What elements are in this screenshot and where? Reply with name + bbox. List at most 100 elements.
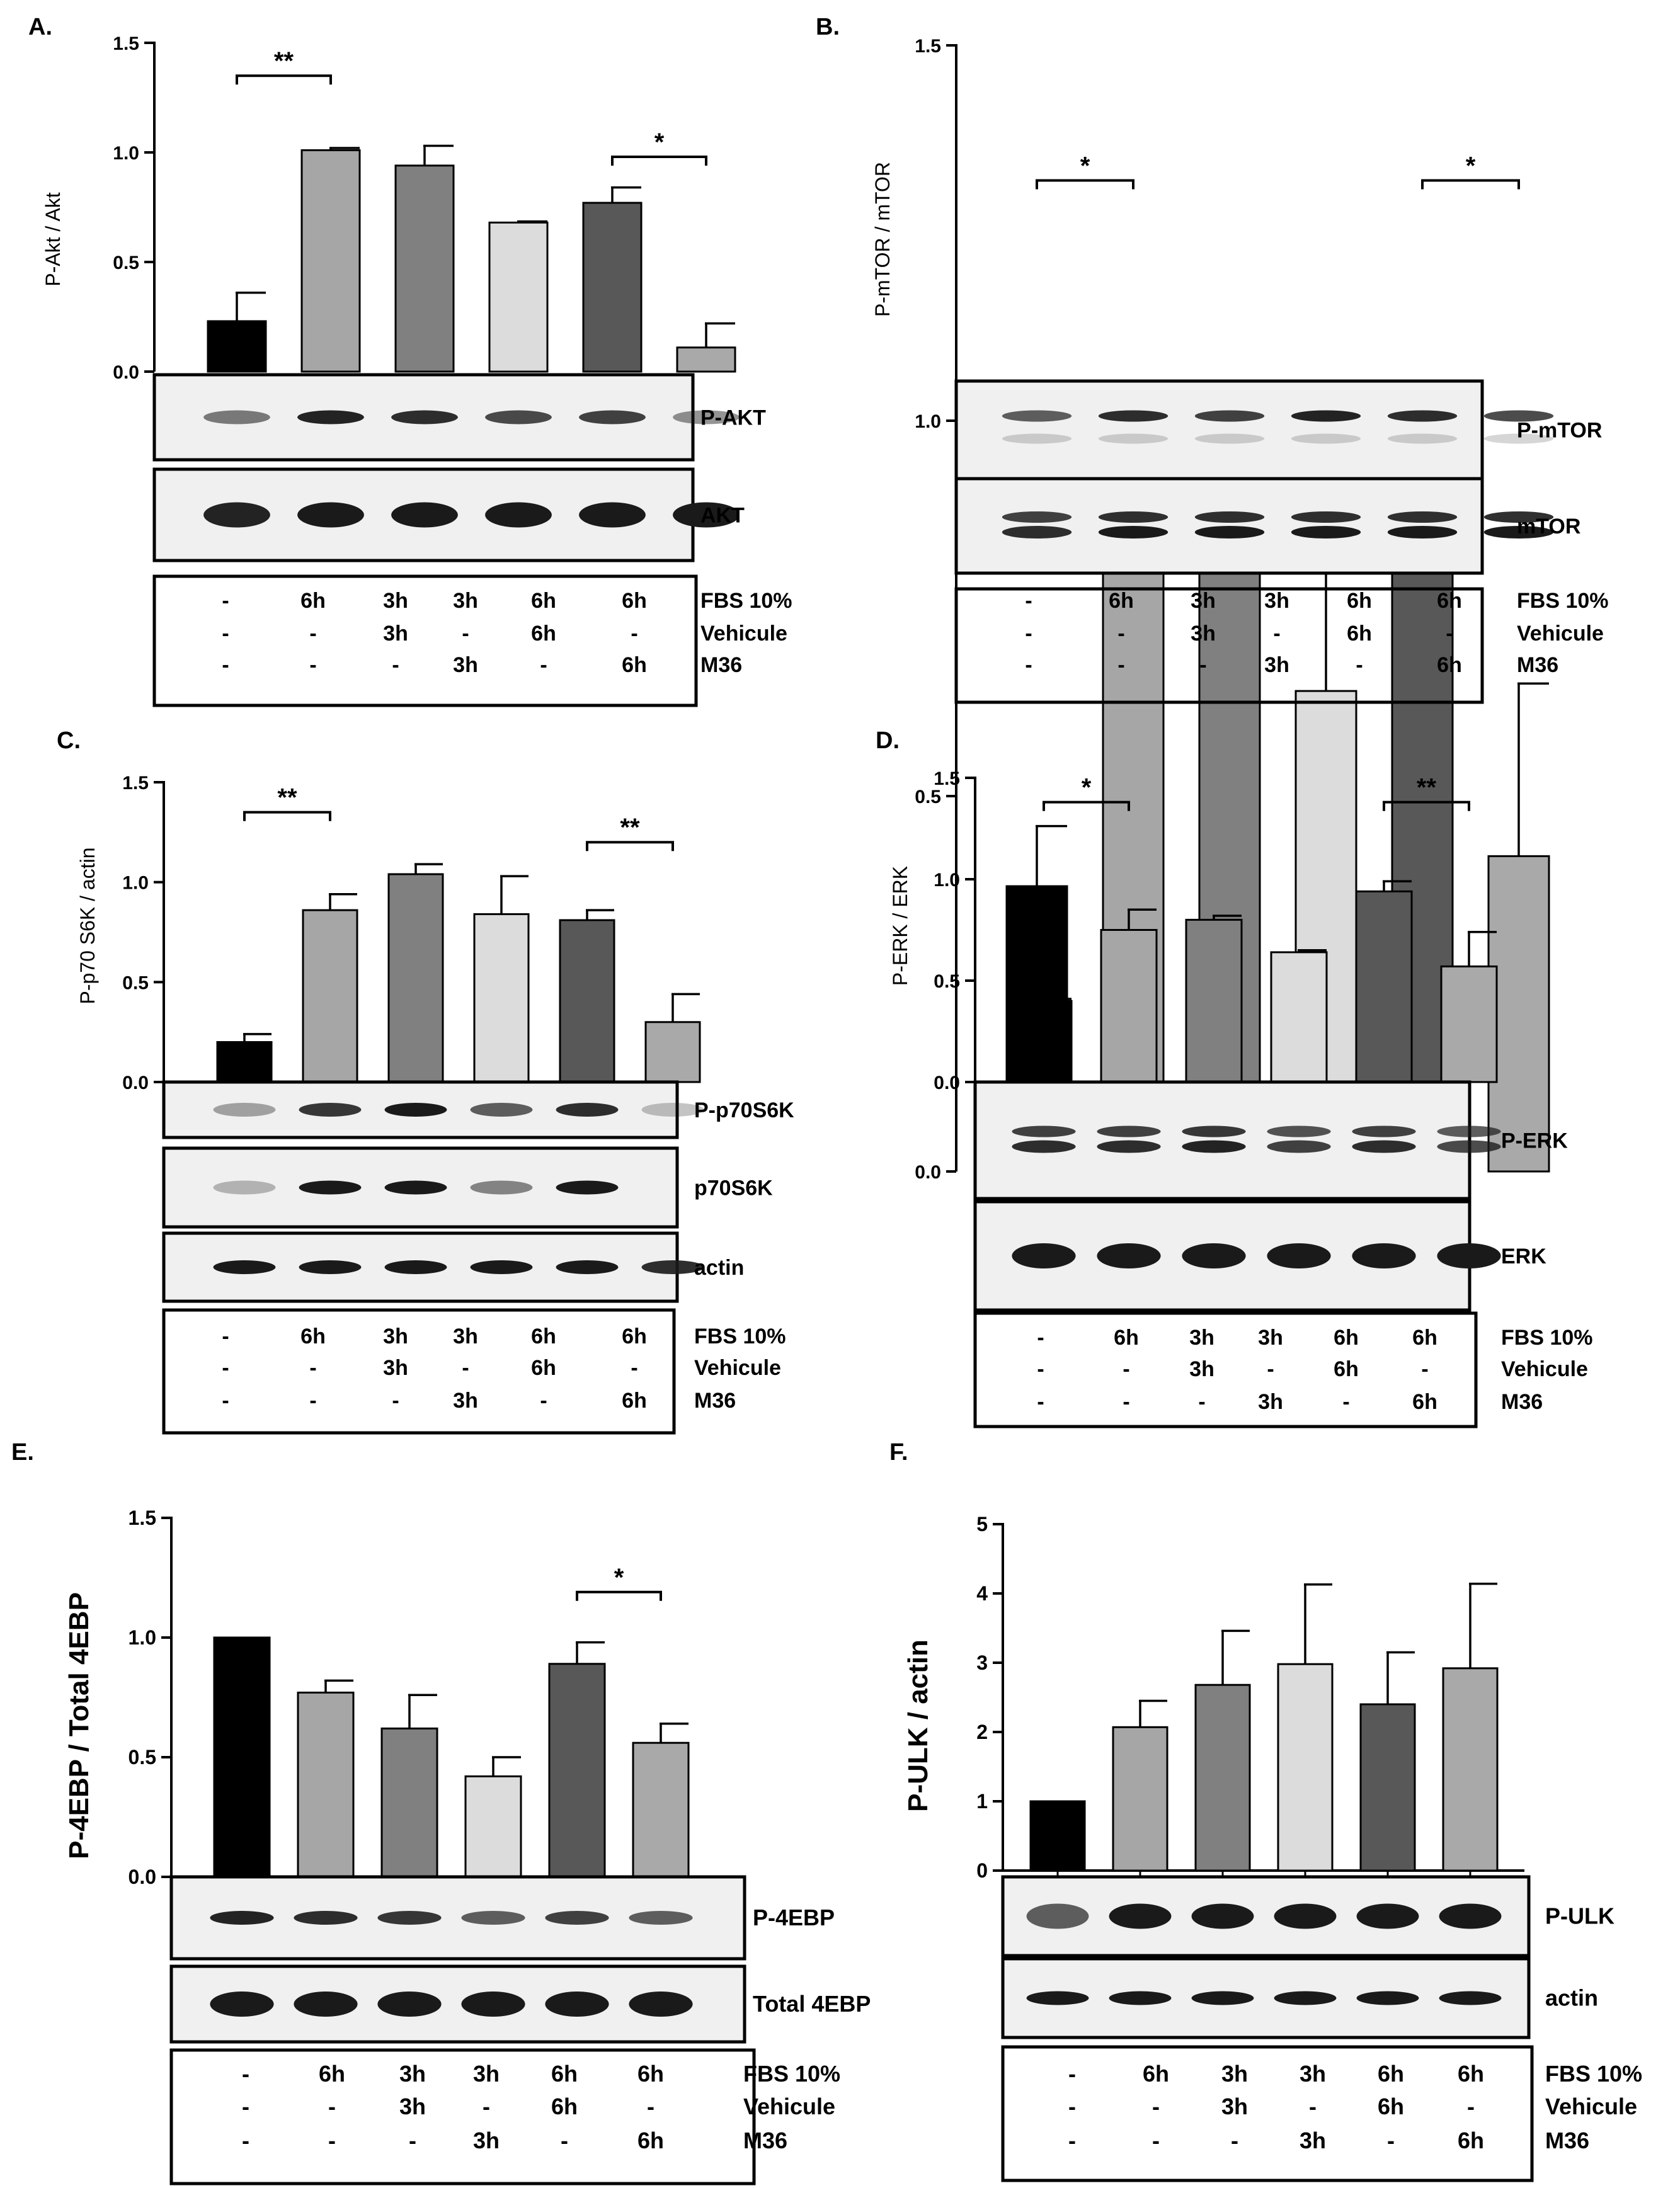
- blot-band: [1437, 1243, 1501, 1268]
- bar: [213, 1636, 271, 1878]
- blot-band: [1097, 1243, 1161, 1268]
- blot-band: [470, 1260, 533, 1274]
- condition-cell: -: [409, 2128, 416, 2153]
- blot-band: [391, 410, 458, 424]
- condition-cell: -: [1446, 622, 1453, 646]
- condition-cell: 6h: [622, 1389, 647, 1413]
- blot-band: [1352, 1125, 1416, 1137]
- significance-bracket: [1421, 179, 1520, 190]
- blot-frame: [152, 467, 695, 562]
- panel-letter: C.: [57, 727, 81, 754]
- y-axis-label: P-ULK / actin: [903, 1639, 934, 1812]
- significance-label: *: [654, 128, 665, 156]
- blot-band: [470, 1103, 533, 1117]
- condition-cell: -: [222, 1389, 229, 1413]
- y-tick-label: 0.0: [934, 1073, 960, 1093]
- condition-table-frame: [954, 587, 1484, 704]
- significance-label: *: [1082, 774, 1092, 802]
- condition-cell: -: [222, 1325, 229, 1348]
- blot-label: actin: [694, 1256, 744, 1280]
- bar: [1100, 929, 1158, 1083]
- blot-band: [1483, 526, 1554, 538]
- blot-frame: [162, 1231, 679, 1303]
- blot-band: [461, 1991, 525, 2017]
- blot-band: [1098, 410, 1169, 422]
- blot-label: P-ULK: [1545, 1903, 1614, 1929]
- y-axis-label: P-4EBP / Total 4EBP: [64, 1592, 94, 1859]
- blot-band: [1352, 1243, 1416, 1268]
- condition-cell: -: [328, 2094, 336, 2119]
- y-tick-label: 1.5: [113, 33, 139, 54]
- blot-band: [1291, 526, 1361, 538]
- condition-cell: 6h: [1412, 1326, 1437, 1350]
- bar: [582, 202, 643, 373]
- blot-band: [213, 1103, 276, 1117]
- blot-band: [1182, 1125, 1246, 1137]
- blot-label: p70S6K: [694, 1177, 773, 1200]
- blot-frame: [954, 477, 1484, 575]
- blot-band: [1097, 1125, 1161, 1137]
- condition-cell: -: [222, 589, 229, 613]
- bar: [644, 1021, 701, 1083]
- blot-label: P-mTOR: [1517, 419, 1602, 443]
- condition-cell: -: [309, 1389, 316, 1413]
- blot-band: [1437, 1125, 1501, 1137]
- bar: [1270, 951, 1328, 1083]
- bar: [559, 919, 615, 1083]
- condition-cell: 6h: [622, 1325, 647, 1348]
- condition-cell: 3h: [399, 2094, 426, 2119]
- y-tick-label: 0.5: [113, 253, 139, 273]
- condition-cell: 6h: [1143, 2061, 1169, 2087]
- blot-frame: [973, 1080, 1471, 1200]
- bar: [676, 346, 736, 373]
- condition-cell: -: [647, 2094, 654, 2119]
- blot-band: [213, 1260, 276, 1274]
- condition-cell: -: [1309, 2094, 1317, 2119]
- blot-band: [1437, 1140, 1501, 1153]
- blot-band: [1274, 1991, 1337, 2005]
- bar: [297, 1691, 355, 1878]
- blot-band: [1387, 410, 1458, 422]
- condition-cell: -: [483, 2094, 490, 2119]
- y-tick-label: 1.0: [113, 143, 139, 164]
- blot-band: [485, 410, 552, 424]
- significance-bracket: [243, 811, 331, 821]
- blot-band: [1002, 433, 1072, 444]
- condition-cell: 3h: [1189, 1326, 1214, 1350]
- blot-band: [294, 1991, 358, 2017]
- blot-label: P-4EBP: [753, 1905, 835, 1930]
- condition-cell: 3h: [473, 2128, 500, 2153]
- condition-cell: 6h: [551, 2094, 578, 2119]
- bar: [380, 1727, 438, 1878]
- blot-band: [1194, 526, 1265, 538]
- significance-label: **: [274, 47, 294, 75]
- blot-band: [203, 410, 270, 424]
- condition-cell: -: [328, 2128, 336, 2153]
- condition-row-label: Vehicule: [1517, 622, 1604, 646]
- blot-label: ERK: [1501, 1245, 1546, 1268]
- blot-band: [1483, 410, 1554, 422]
- blot-band: [1098, 526, 1169, 538]
- blot-band: [1483, 511, 1554, 523]
- significance-bracket: [1043, 801, 1130, 811]
- blot-band: [294, 1911, 358, 1925]
- blot-label: AKT: [700, 504, 745, 528]
- y-tick-label: 2: [976, 1721, 988, 1743]
- condition-cell: 3h: [453, 1325, 478, 1348]
- condition-row-label: M36: [1517, 653, 1558, 677]
- y-tick-label: 0: [976, 1859, 988, 1882]
- bar: [1294, 690, 1357, 1173]
- condition-cell: 3h: [383, 622, 408, 646]
- y-tick-label: 1: [976, 1790, 988, 1813]
- condition-cell: -: [222, 622, 229, 646]
- condition-cell: 3h: [383, 1325, 408, 1348]
- blot-band: [641, 1260, 704, 1274]
- condition-cell: 3h: [453, 1389, 478, 1413]
- condition-row-label: Vehicule: [694, 1356, 781, 1380]
- condition-cell: 3h: [453, 589, 478, 613]
- blot-band: [485, 502, 552, 528]
- blot-band: [299, 1103, 362, 1117]
- condition-cell: 6h: [531, 589, 556, 613]
- condition-row-label: FBS 10%: [1501, 1326, 1593, 1350]
- blot-band: [1097, 1140, 1161, 1153]
